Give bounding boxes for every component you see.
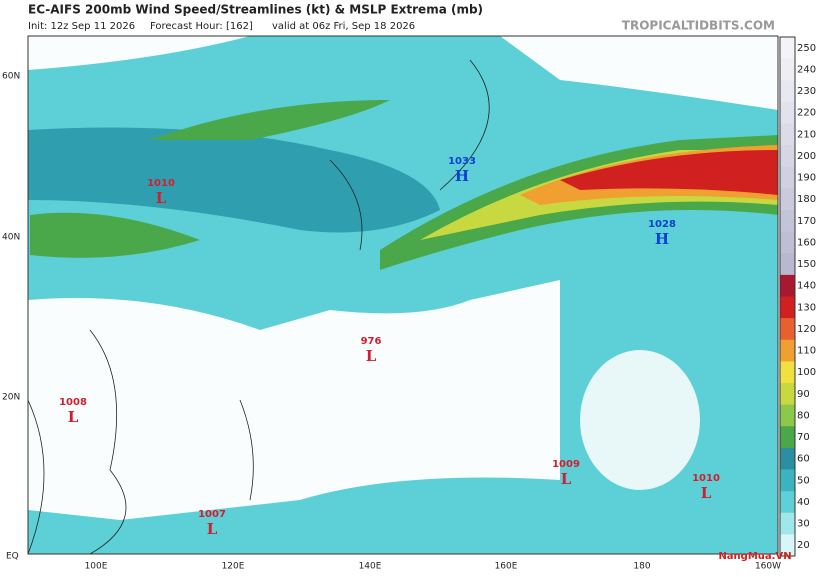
colorbar-swatch xyxy=(780,447,795,470)
colorbar-label: 110 xyxy=(797,346,816,357)
colorbar-label: 120 xyxy=(797,324,816,335)
pressure-value: 976 xyxy=(361,336,382,347)
colorbar-label: 180 xyxy=(797,194,816,205)
pressure-letter: L xyxy=(701,484,712,502)
colorbar-swatch xyxy=(780,274,795,297)
pressure-letter: L xyxy=(561,470,572,488)
colorbar-label: 210 xyxy=(797,129,816,140)
colorbar-swatch xyxy=(780,210,795,233)
lat-label: EQ xyxy=(6,552,19,562)
pressure-value: 1033 xyxy=(448,156,476,167)
pressure-value: 1010 xyxy=(147,178,175,189)
colorbar-swatch xyxy=(780,339,795,362)
colorbar-label: 160 xyxy=(797,237,816,248)
forecast-hour: Forecast Hour: [162] xyxy=(150,21,253,32)
logo: NangMua.VN xyxy=(718,551,791,562)
colorbar-swatch xyxy=(780,145,795,168)
colorbar-label: 250 xyxy=(797,43,816,54)
colorbar-label: 60 xyxy=(797,454,810,465)
title: EC-AIFS 200mb Wind Speed/Streamlines (kt… xyxy=(28,3,483,17)
pressure-centers: 1010 L 1033 H 1028 H 976 L 1008 L 1009 L… xyxy=(59,156,720,538)
lat-label: 20N xyxy=(2,393,20,403)
pressure-letter: L xyxy=(156,189,167,207)
colorbar-label: 130 xyxy=(797,302,816,313)
source: TROPICALTIDBITS.COM xyxy=(622,19,775,33)
colorbar-label: 100 xyxy=(797,367,816,378)
lon-label: 120E xyxy=(222,562,245,572)
colorbar-label: 80 xyxy=(797,410,810,421)
init: Init: 12z Sep 11 2026 xyxy=(28,21,135,32)
colorbar-swatch xyxy=(780,58,795,81)
colorbar-swatch xyxy=(780,512,795,535)
colorbar-swatch xyxy=(780,296,795,319)
lon-label: 160W xyxy=(755,562,781,572)
pressure-letter: H xyxy=(655,230,669,248)
lat-labels: 60N 40N 20N EQ xyxy=(2,72,20,562)
colorbar-label: 50 xyxy=(797,475,810,486)
pressure-value: 1007 xyxy=(198,509,226,520)
lon-label: 160E xyxy=(495,562,518,572)
colorbar-label: 30 xyxy=(797,519,810,530)
lon-labels: 100E 120E 140E 160E 180 160W xyxy=(85,562,782,572)
pressure-letter: L xyxy=(366,347,377,365)
colorbar-label: 70 xyxy=(797,432,810,443)
lon-label: 180 xyxy=(633,562,650,572)
colorbar: 250 240 230 220 210 200 190 180 170 160 150 140 130 1… xyxy=(779,36,816,557)
colorbar-label: 20 xyxy=(797,540,810,551)
colorbar-label: 90 xyxy=(797,389,810,400)
pressure-letter: L xyxy=(68,408,79,426)
colorbar-swatch xyxy=(780,253,795,276)
pressure-value: 1010 xyxy=(692,473,720,484)
valid-time: valid at 06z Fri, Sep 18 2026 xyxy=(272,21,415,32)
lon-label: 140E xyxy=(359,562,382,572)
colorbar-swatch xyxy=(780,426,795,449)
colorbar-label: 230 xyxy=(797,86,816,97)
lat-label: 60N xyxy=(2,72,20,82)
colorbar-swatch xyxy=(780,404,795,427)
colorbar-swatch xyxy=(780,383,795,406)
colorbar-label: 140 xyxy=(797,281,816,292)
pressure-value: 1008 xyxy=(59,397,87,408)
colorbar-swatch xyxy=(780,231,795,254)
colorbar-swatch xyxy=(780,534,795,557)
colorbar-frame xyxy=(779,36,796,557)
lon-label: 100E xyxy=(85,562,108,572)
colorbar-swatch xyxy=(780,80,795,103)
colorbar-swatch xyxy=(780,37,795,60)
colorbar-swatch xyxy=(780,469,795,492)
colorbar-swatch xyxy=(780,318,795,341)
colorbar-swatch xyxy=(780,188,795,211)
colorbar-label: 220 xyxy=(797,108,816,119)
colorbar-label: 150 xyxy=(797,259,816,270)
colorbar-swatch xyxy=(780,491,795,514)
lat-label: 40N xyxy=(2,233,20,243)
map xyxy=(27,35,779,555)
colorbar-label: 240 xyxy=(797,64,816,75)
colorbar-label: 40 xyxy=(797,497,810,508)
pressure-letter: H xyxy=(455,167,469,185)
colorbar-label: 170 xyxy=(797,216,816,227)
pressure-letter: L xyxy=(207,520,218,538)
colorbar-label: 190 xyxy=(797,173,816,184)
colorbar-swatch xyxy=(780,101,795,124)
colorbar-swatch xyxy=(780,123,795,146)
colorbar-swatch xyxy=(780,166,795,189)
colorbar-label: 200 xyxy=(797,151,816,162)
pressure-value: 1028 xyxy=(648,219,676,230)
colorbar-swatch xyxy=(780,361,795,384)
pressure-value: 1009 xyxy=(552,459,580,470)
